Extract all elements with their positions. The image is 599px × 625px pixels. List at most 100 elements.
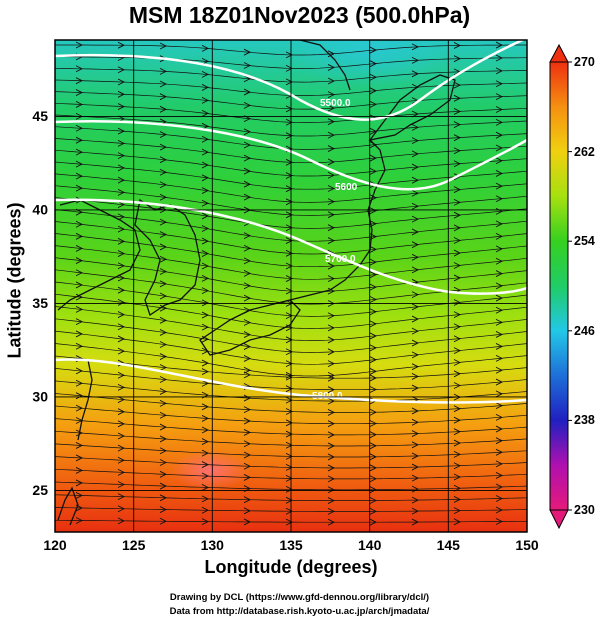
streamline-arrow <box>243 75 252 83</box>
streamline-arrow <box>495 437 504 445</box>
streamline-arrow <box>117 371 126 379</box>
streamline-arrow <box>369 420 378 427</box>
streamline-arrow <box>159 364 168 371</box>
streamline-arrow <box>201 299 210 307</box>
streamline-arrow <box>411 123 420 131</box>
streamline-arrow <box>411 507 420 515</box>
streamline-arrow <box>495 390 504 398</box>
streamline-arrow <box>285 312 294 320</box>
streamline-arrow <box>159 411 168 419</box>
streamline-arrow <box>243 269 252 277</box>
streamline-arrow <box>285 518 294 526</box>
streamline-arrow <box>243 294 252 302</box>
streamline-arrow <box>411 215 420 223</box>
streamline-arrow <box>75 220 84 228</box>
streamline-arrow <box>117 335 126 343</box>
streamline-arrow <box>411 303 420 311</box>
streamline-arrow <box>285 336 294 344</box>
streamline-arrow <box>243 257 252 265</box>
streamline-arrow <box>159 470 168 478</box>
streamline-arrow <box>117 78 126 86</box>
streamline-arrow <box>327 224 336 232</box>
streamline-arrow <box>327 431 336 439</box>
streamline-arrow <box>495 270 504 277</box>
streamline-arrow <box>201 187 210 194</box>
streamline-arrow <box>159 131 168 138</box>
streamline-arrow <box>453 121 462 128</box>
streamline-arrow <box>201 506 210 514</box>
streamline-arrow <box>453 147 462 155</box>
streamline-arrow <box>327 442 336 450</box>
streamline-arrow <box>327 287 336 295</box>
streamline-arrow <box>285 172 294 179</box>
streamline-arrow <box>201 495 210 503</box>
streamline-arrow <box>159 168 168 176</box>
streamline-arrow <box>495 318 504 326</box>
streamline-arrow <box>411 291 420 299</box>
colorbar-bottom-arrow <box>549 509 569 530</box>
streamline-arrow <box>411 452 420 460</box>
streamline-arrow <box>285 463 294 471</box>
streamline-arrow <box>411 150 420 158</box>
streamline-arrow <box>75 479 84 487</box>
streamline-arrow <box>159 341 168 348</box>
streamline-arrow <box>243 232 252 240</box>
streamline-arrow <box>327 374 336 382</box>
streamline-arrow <box>369 386 378 393</box>
streamline-arrow <box>411 202 420 210</box>
streamline-arrow <box>327 77 336 85</box>
streamline-arrow <box>285 348 294 356</box>
lat-tick-40: 40 <box>32 202 48 218</box>
streamline-arrow <box>327 386 336 394</box>
streamline-arrow <box>117 41 126 49</box>
streamline-arrow <box>495 170 504 177</box>
streamline-arrow <box>201 311 210 319</box>
streamline-arrow <box>495 506 504 514</box>
streamline-arrow <box>327 249 336 257</box>
streamline-arrow <box>327 131 336 139</box>
streamline-arrow <box>411 441 420 449</box>
data-source-credit: Data from http://database.rish.kyoto-u.a… <box>169 606 430 617</box>
streamline-arrow <box>369 220 378 228</box>
streamline-arrow <box>495 366 504 374</box>
streamline-arrow <box>327 312 336 320</box>
streamline-arrow <box>495 425 504 433</box>
streamline-arrow <box>369 320 378 328</box>
streamline-arrow <box>243 394 252 402</box>
streamline-arrow <box>75 269 84 277</box>
streamline-arrow <box>159 447 168 455</box>
streamline-arrow <box>285 441 294 449</box>
streamline-arrow <box>495 448 504 456</box>
streamline-arrow <box>327 145 336 152</box>
streamline-arrow <box>117 311 126 318</box>
streamline-arrow <box>327 64 336 71</box>
streamline-arrow <box>159 42 168 50</box>
streamline-arrow <box>369 431 378 439</box>
streamline-arrow <box>369 368 378 375</box>
streamline-arrow <box>201 212 210 220</box>
streamline-arrow <box>327 518 336 526</box>
streamline-arrow <box>369 507 378 515</box>
streamline-arrow <box>495 131 504 139</box>
streamline-arrow <box>411 266 420 274</box>
colorbar-tick-238: 238 <box>574 413 595 427</box>
streamline-arrow <box>411 43 420 51</box>
coastlines <box>57 40 456 526</box>
streamline-arrow <box>159 494 168 502</box>
streamline-arrow <box>75 517 84 524</box>
streamline-arrow <box>75 429 84 437</box>
geopotential-contours <box>55 40 527 404</box>
streamline-arrow <box>327 118 336 126</box>
streamline-arrow <box>453 224 462 232</box>
streamline-arrow <box>285 118 294 126</box>
streamline-arrow <box>117 225 126 233</box>
streamline-arrow <box>201 135 210 143</box>
streamline-arrow <box>285 132 294 140</box>
streamline-arrow <box>369 486 378 494</box>
streamline-arrow <box>453 211 462 219</box>
streamline-arrow <box>243 462 252 470</box>
streamline-arrow <box>117 432 126 440</box>
streamline-arrow <box>243 440 252 448</box>
streamline-arrow <box>495 182 504 190</box>
streamline-arrow <box>159 329 168 336</box>
